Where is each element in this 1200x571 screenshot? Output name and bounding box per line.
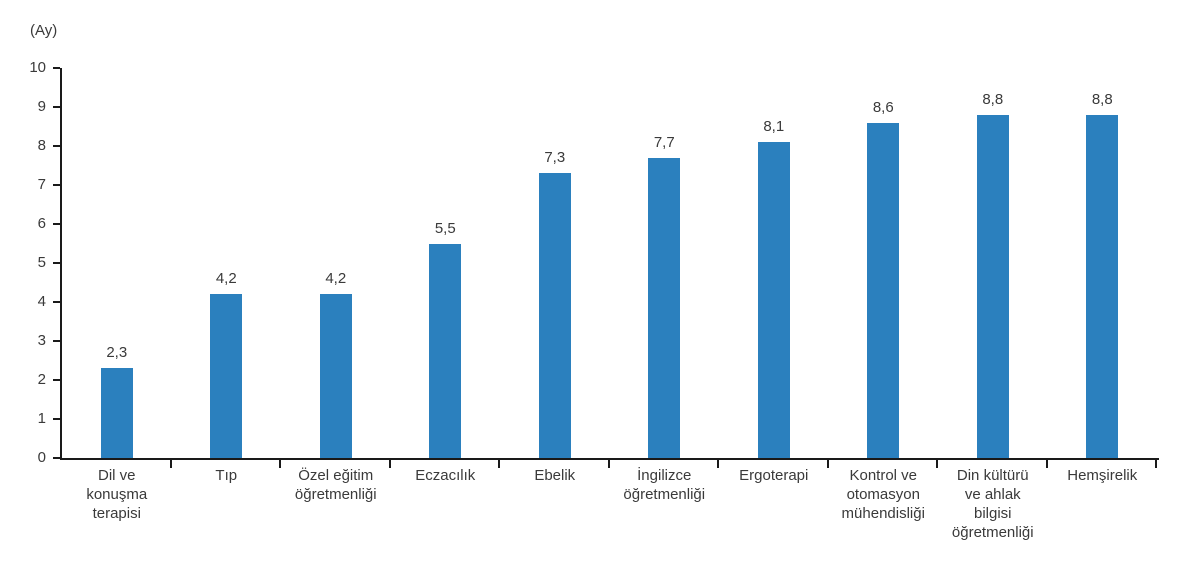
bar-6 (648, 157, 681, 458)
x-axis-tick (388, 460, 391, 468)
y-axis-tick (53, 457, 60, 459)
y-axis-tick-label: 2 (37, 371, 46, 388)
category-label: Kontrol ve otomasyon mühendisliği (841, 467, 925, 522)
x-axis-tick (1045, 460, 1048, 468)
plot-area: 0 1 2 3 4 5 6 7 8 9 10 2,3 4,2 4,2 5,5 7,3 7,7 8,1 8,6 8,8 8… (29, 59, 1159, 468)
y-axis-tick (53, 145, 60, 147)
y-axis-tick (53, 184, 60, 186)
y-axis-tick-label: 8 (37, 137, 46, 154)
y-axis-tick-label: 4 (37, 293, 46, 310)
bar-2 (210, 294, 243, 458)
category-label: Din kültürü ve ahlak bilgisi öğretmenliğ… (951, 467, 1034, 541)
bar-5 (538, 173, 571, 458)
x-axis-tick (1155, 460, 1157, 468)
bar-value-label: 4,2 (325, 270, 347, 288)
bar-8 (867, 122, 900, 458)
bar-3 (319, 294, 352, 458)
y-axis-tick (53, 301, 60, 303)
x-axis-tick (498, 460, 500, 468)
y-axis-line (60, 68, 62, 460)
y-axis-tick-label: 3 (37, 332, 46, 349)
x-axis-category-labels: Dil ve konuşma terapisi Tıp Özel eğitim öğ… (62, 466, 1157, 566)
bar-1 (100, 368, 133, 458)
y-axis-tick (53, 379, 60, 381)
category-label: Tıp (215, 467, 238, 484)
category-label: Özel eğitim öğretmenliği (294, 467, 377, 503)
bar-value-label: 5,5 (434, 219, 456, 237)
bar-4 (429, 243, 462, 458)
y-axis-tick (53, 262, 60, 264)
bar-value-label: 7,7 (653, 133, 675, 151)
bar-7 (757, 142, 790, 458)
bar-value-label: 8,8 (1091, 90, 1113, 108)
category-label: İngilizce öğretmenliği (623, 467, 706, 503)
y-axis-tick-label: 1 (37, 410, 46, 427)
category-label: Ergoterapi (739, 467, 809, 484)
bar-value-label: 2,3 (106, 344, 128, 362)
bar-9 (976, 114, 1009, 458)
y-axis-tick (53, 106, 60, 108)
category-label: Dil ve konuşma terapisi (86, 467, 148, 522)
bar-value-label: 4,2 (215, 270, 237, 288)
x-axis-line (60, 458, 1159, 460)
x-axis-tick (717, 460, 719, 468)
y-axis-tick-label: 6 (37, 215, 46, 232)
category-label: Eczacılık (415, 467, 476, 484)
bar-value-label: 8,6 (872, 98, 894, 116)
x-axis-tick (607, 460, 610, 468)
x-axis-tick (936, 460, 938, 468)
y-axis-unit-label: (Ay) (30, 22, 58, 39)
x-axis-tick (826, 460, 829, 468)
y-axis-tick-label: 9 (37, 98, 46, 115)
y-axis-tick-label: 10 (29, 59, 46, 76)
bar-10 (1086, 114, 1119, 458)
bar-value-label: 7,3 (544, 149, 566, 167)
y-axis-tick-label: 7 (37, 176, 46, 193)
y-axis-tick (53, 340, 60, 342)
x-axis-tick (169, 460, 172, 468)
bar-value-label: 8,8 (982, 90, 1004, 108)
y-axis-tick (53, 223, 60, 225)
x-axis-tick (279, 460, 281, 468)
y-axis-tick-label: 0 (37, 449, 46, 466)
bar-value-label: 8,1 (763, 118, 785, 136)
y-axis-tick (53, 418, 60, 420)
y-axis-tick-label: 5 (37, 254, 46, 271)
y-axis-tick (53, 67, 60, 69)
category-label: Hemşirelik (1067, 467, 1138, 484)
category-label: Ebelik (534, 467, 576, 484)
